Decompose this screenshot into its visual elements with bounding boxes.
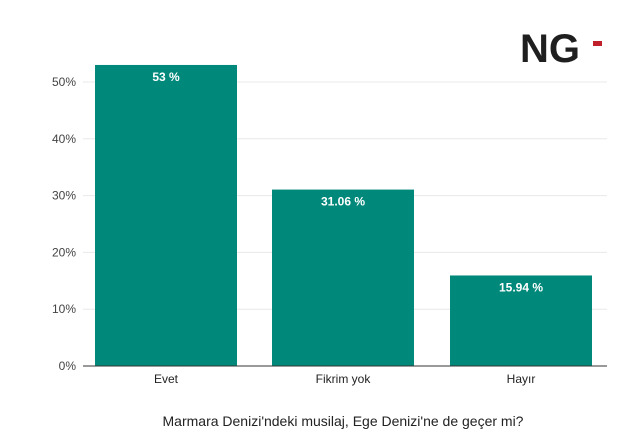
- y-axis-ticks: 0% 10% 20% 30% 40% 50%: [52, 75, 76, 373]
- data-label: 31.06 %: [321, 195, 365, 209]
- y-tick-label: 10%: [52, 302, 76, 316]
- ng-logo: NG: [520, 27, 602, 71]
- category-label: Evet: [154, 372, 179, 386]
- y-tick-label: 40%: [52, 132, 76, 146]
- logo-text: NG: [520, 27, 580, 71]
- y-tick-label: 30%: [52, 189, 76, 203]
- y-tick-label: 0%: [59, 359, 77, 373]
- bar: [95, 64, 237, 367]
- x-axis-categories: Evet Fikrim yok Hayır: [154, 372, 535, 386]
- data-label: 15.94 %: [499, 280, 543, 294]
- category-label: Hayır: [507, 372, 536, 386]
- bar: [450, 275, 592, 366]
- data-labels: 53 % 31.06 % 15.94 %: [152, 70, 543, 295]
- category-label: Fikrim yok: [316, 372, 372, 386]
- logo-accent-mark: [593, 41, 602, 46]
- y-tick-label: 20%: [52, 245, 76, 259]
- bar: [272, 189, 414, 366]
- x-axis-title: Marmara Denizi'ndeki musilaj, Ege Denizi…: [163, 413, 524, 429]
- bars: [95, 64, 592, 367]
- y-tick-label: 50%: [52, 75, 76, 89]
- data-label: 53 %: [152, 70, 180, 84]
